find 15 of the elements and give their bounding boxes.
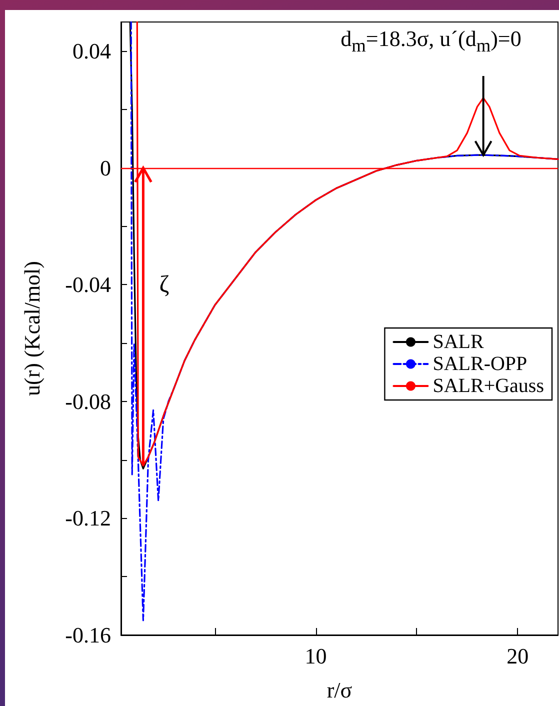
legend-label: SALR-OPP [432,353,528,375]
y-tick-label: -0.16 [65,622,111,648]
y-tick-label: 0 [100,155,111,180]
legend-label: SALR+Gauss [432,375,544,397]
annotation: d$_{m}$=18.3σ, u´(d$_{m}$)=0 [340,26,522,56]
y-tick-label: 0.04 [72,38,111,64]
x-tick-label: 10 [304,644,327,668]
legend-label: SALR [432,331,484,353]
annotation: ζ [159,272,170,298]
y-tick-label: -0.12 [65,506,111,531]
y-tick-label: -0.04 [65,272,111,298]
y-tick-label: -0.08 [65,388,111,414]
y-axis-title: u(r) (Kcal/mol) [20,261,44,396]
x-axis-title: r/σ [326,678,352,702]
x-tick-label: 20 [506,644,529,668]
